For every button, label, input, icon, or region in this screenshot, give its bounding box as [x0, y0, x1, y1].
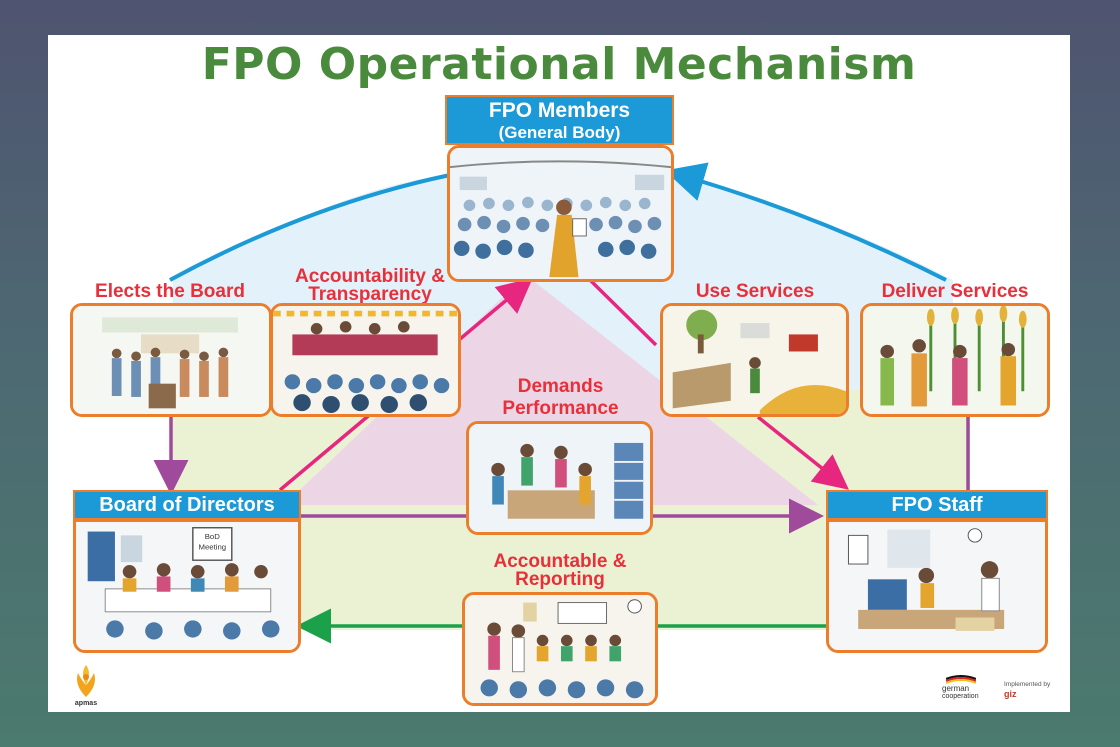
label-demands-line2: Performance — [502, 398, 619, 419]
label-accountable-reporting: Accountable & Reporting — [462, 551, 658, 590]
label-demands-performance: Demands Performance — [468, 376, 653, 419]
members-illustration — [447, 145, 674, 282]
staff-header: FPO Staff — [826, 490, 1048, 520]
arrow-members-to-use-services — [588, 278, 658, 347]
flipchart-text-2: Meeting — [198, 543, 226, 552]
label-demands-line1: Demands — [517, 376, 604, 397]
label-deliver-services: Deliver Services — [881, 281, 1029, 302]
staff-illustration — [826, 519, 1048, 653]
arrow-deliver-to-members — [664, 162, 947, 282]
elects-illustration — [70, 303, 272, 417]
board-header: Board of Directors — [73, 490, 301, 520]
members-subtitle: (General Body) — [498, 123, 621, 142]
demands-illustration — [466, 421, 653, 535]
arrow-elects-to-members — [169, 173, 451, 282]
partner-logos: german cooperation Implemented by giz — [928, 673, 1058, 709]
german-flag-icon — [946, 675, 976, 684]
label-elects-the-board: Elects the Board — [95, 281, 245, 302]
giz-logo-text: giz — [1004, 689, 1017, 699]
apmas-logo-text: apmas — [74, 700, 98, 707]
board-illustration: BoD Meeting — [73, 519, 301, 653]
label-accountability-line2: Transparency — [308, 284, 432, 305]
label-use-services: Use Services — [695, 281, 815, 302]
cooperation-text: cooperation — [942, 693, 979, 700]
pink-triangle — [284, 275, 818, 505]
accountability-illustration — [270, 303, 461, 417]
page-title: FPO Operational Mechanism — [201, 39, 917, 90]
members-header: FPO Members (General Body) — [445, 95, 674, 145]
arrow-use-services-to-staff — [756, 415, 849, 490]
flipchart-text-1: BoD — [205, 532, 221, 541]
implemented-by-text: Implemented by — [1004, 681, 1051, 688]
german-text: german — [942, 684, 970, 693]
label-accountability-line1: Accountability & — [295, 266, 445, 287]
deliver-services-illustration — [860, 303, 1050, 417]
reporting-illustration — [462, 592, 658, 706]
members-title: FPO Members — [488, 99, 631, 122]
label-reporting-line2: Reporting — [515, 569, 605, 590]
apmas-logo-icon — [77, 665, 95, 697]
apmas-logo: apmas — [66, 663, 106, 709]
poster: FPO Operational Mechanism FPO Members (G… — [48, 35, 1070, 712]
use-services-illustration — [660, 303, 849, 417]
label-accountability-transparency: Accountability & Transparency — [270, 266, 470, 305]
label-reporting-line1: Accountable & — [493, 551, 627, 572]
